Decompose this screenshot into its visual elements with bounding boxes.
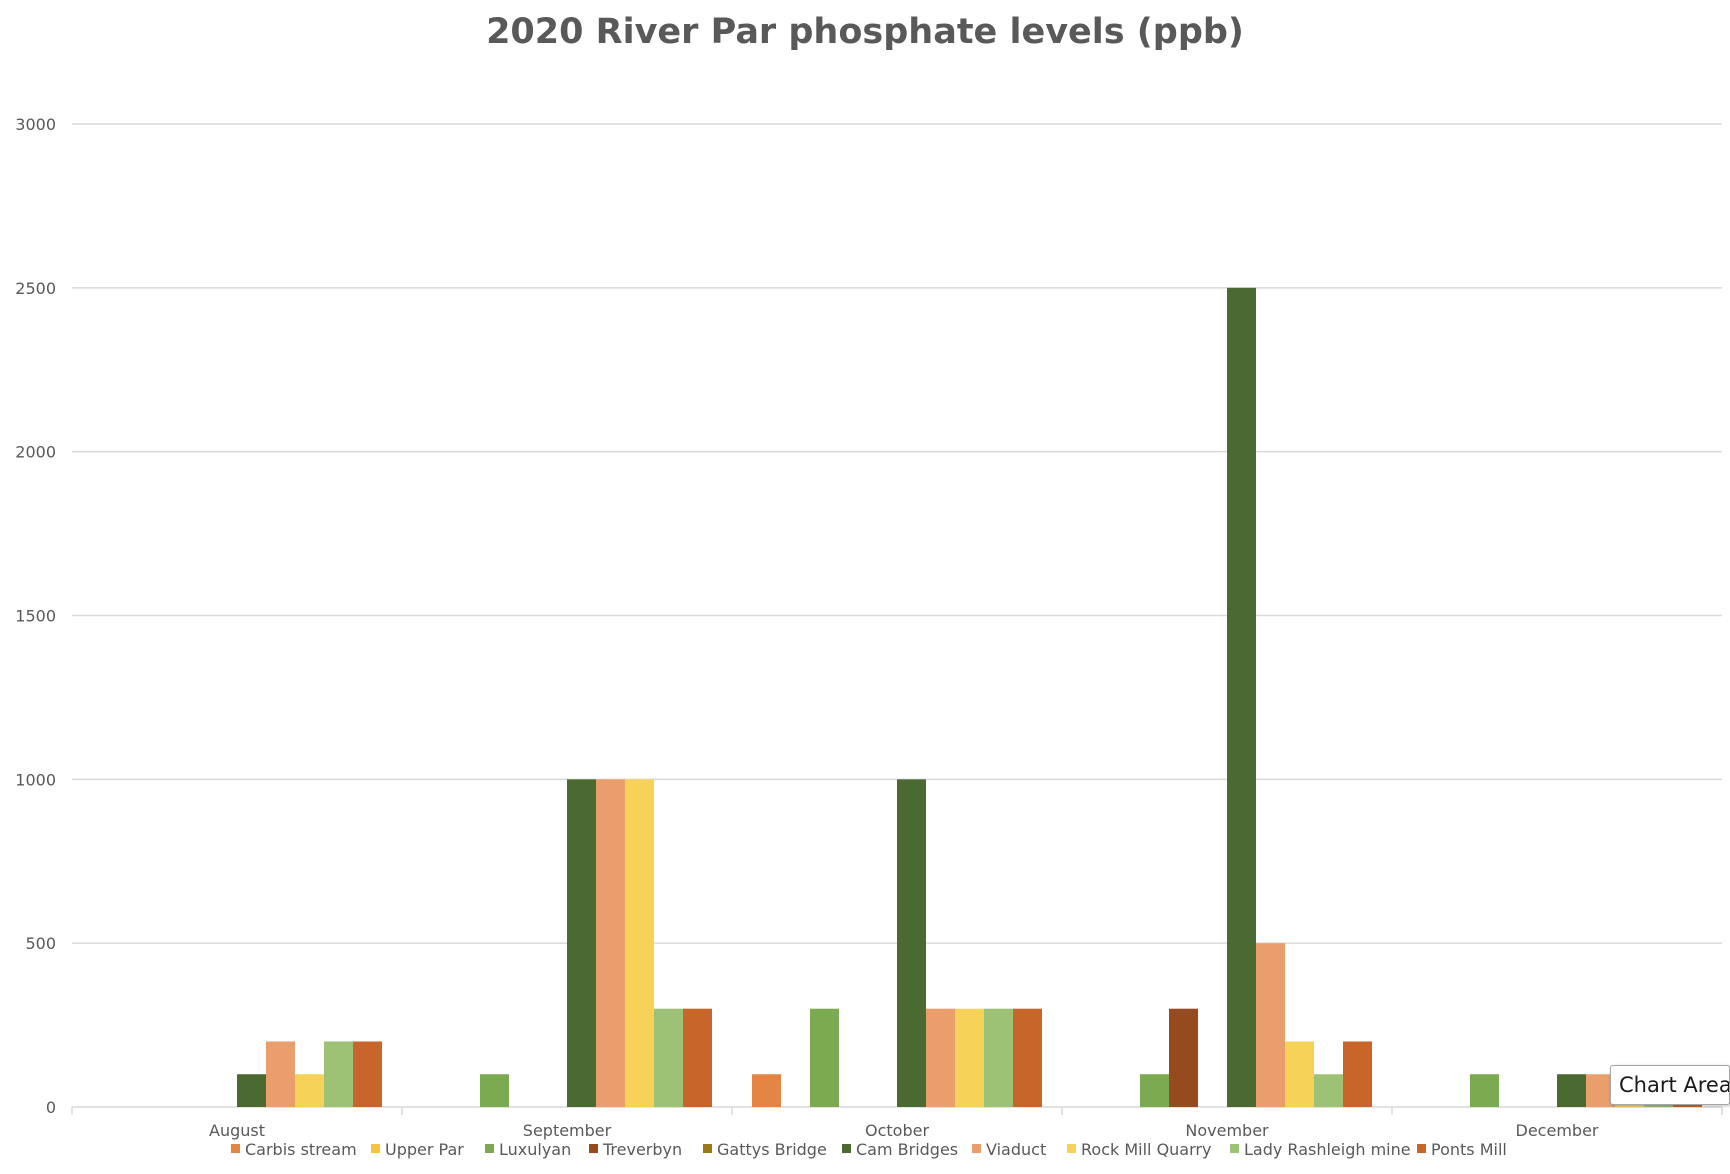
bar-cam-bridges-october[interactable] (897, 779, 926, 1107)
bar-luxulyan-september[interactable] (480, 1074, 509, 1107)
y-tick-label: 0 (46, 1098, 56, 1117)
legend-swatch (703, 1144, 712, 1153)
bar-treverbyn-november[interactable] (1169, 1008, 1198, 1107)
legend: Carbis stream Upper Par Luxulyan Treverbyn G… (231, 1140, 1507, 1159)
legend-label: Upper Par (385, 1140, 464, 1159)
legend-label: Lady Rashleigh mine (1244, 1140, 1411, 1159)
legend-label: Treverbyn (602, 1140, 682, 1159)
bar-ponts-mill-november[interactable] (1343, 1041, 1372, 1107)
bar-cam-bridges-september[interactable] (567, 779, 596, 1107)
legend-label: Rock Mill Quarry (1081, 1140, 1211, 1159)
bar-viaduct-november[interactable] (1256, 943, 1285, 1107)
legend-label: Luxulyan (499, 1140, 571, 1159)
y-tick-label: 1000 (15, 770, 56, 789)
bar-viaduct-october[interactable] (926, 1008, 955, 1107)
bar-lady-rashleigh-mine-august[interactable] (324, 1041, 353, 1107)
bar-cam-bridges-november[interactable] (1227, 287, 1256, 1107)
bar-luxulyan-november[interactable] (1140, 1074, 1169, 1107)
bar-ponts-mill-august[interactable] (353, 1041, 382, 1107)
y-tick-label: 2500 (15, 279, 56, 298)
legend-label: Gattys Bridge (717, 1140, 827, 1159)
bar-cam-bridges-december[interactable] (1557, 1074, 1586, 1107)
bar-rock-mill-quarry-november[interactable] (1285, 1041, 1314, 1107)
x-tick-label: September (523, 1121, 612, 1140)
y-tick-label: 500 (25, 934, 56, 953)
bar-rock-mill-quarry-august[interactable] (295, 1074, 324, 1107)
x-axis: August September October November December (71, 1106, 1723, 1140)
legend-swatch (485, 1144, 494, 1153)
bar-ponts-mill-september[interactable] (683, 1008, 712, 1107)
x-tick-label: October (865, 1121, 929, 1140)
y-axis-ticks: 0 500 1000 1500 2000 2500 3000 (15, 115, 56, 1117)
legend-swatch (1230, 1144, 1239, 1153)
bar-luxulyan-october[interactable] (810, 1008, 839, 1107)
legend-label: Cam Bridges (856, 1140, 958, 1159)
bar-viaduct-september[interactable] (596, 779, 625, 1107)
legend-swatch (1417, 1144, 1426, 1153)
chart-title: 2020 River Par phosphate levels (ppb) (486, 12, 1244, 52)
bar-lady-rashleigh-mine-october[interactable] (984, 1008, 1013, 1107)
x-tick-label: December (1516, 1121, 1599, 1140)
bars (237, 287, 1702, 1107)
legend-swatch (589, 1144, 598, 1153)
chart-area-tooltip: Chart Area (1610, 1065, 1730, 1105)
legend-swatch (972, 1144, 981, 1153)
legend-label: Carbis stream (245, 1140, 357, 1159)
bar-cam-bridges-august[interactable] (237, 1074, 266, 1107)
x-tick-label: November (1185, 1121, 1269, 1140)
gridlines (72, 123, 1722, 944)
bar-carbis-stream-october[interactable] (752, 1074, 781, 1107)
legend-swatch (371, 1144, 380, 1153)
legend-swatch (842, 1144, 851, 1153)
legend-swatch (231, 1144, 240, 1153)
legend-label: Viaduct (986, 1140, 1046, 1159)
y-tick-label: 1500 (15, 607, 56, 626)
bar-ponts-mill-october[interactable] (1013, 1008, 1042, 1107)
bar-viaduct-august[interactable] (266, 1041, 295, 1107)
y-tick-label: 3000 (15, 115, 56, 134)
legend-swatch (1067, 1144, 1076, 1153)
legend-label: Ponts Mill (1431, 1140, 1507, 1159)
bar-rock-mill-quarry-october[interactable] (955, 1008, 984, 1107)
bar-rock-mill-quarry-september[interactable] (625, 779, 654, 1107)
x-tick-label: August (209, 1121, 265, 1140)
bar-lady-rashleigh-mine-november[interactable] (1314, 1074, 1343, 1107)
y-tick-label: 2000 (15, 443, 56, 462)
bar-lady-rashleigh-mine-september[interactable] (654, 1008, 683, 1107)
bar-luxulyan-december[interactable] (1470, 1074, 1499, 1107)
